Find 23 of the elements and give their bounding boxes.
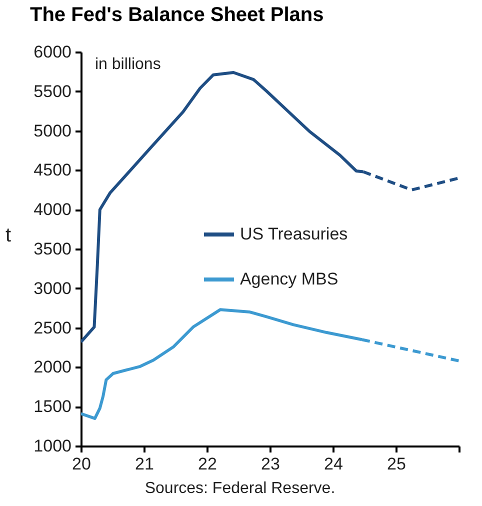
- y-tick-label: 2500: [34, 318, 72, 338]
- y-tick-label: 4000: [34, 200, 72, 220]
- y-axis-title: t: [6, 224, 12, 247]
- y-tick-label: 3500: [34, 240, 72, 258]
- chart-title: The Fed's Balance Sheet Plans: [30, 4, 324, 26]
- y-tick-label: 1500: [34, 397, 72, 416]
- y-tick-label: 2000: [34, 358, 72, 377]
- y-tick-label: 1000: [34, 436, 72, 456]
- y-tick-label: 3000: [34, 278, 72, 298]
- y-tick-label: 5500: [34, 82, 72, 101]
- x-tick-label: 21: [135, 454, 154, 474]
- source-note: Sources: Federal Reserve.: [144, 480, 336, 497]
- x-tick-label: 22: [198, 454, 217, 474]
- x-tick-label: 25: [387, 454, 406, 474]
- annotation: in billions: [95, 56, 161, 73]
- x-tick-label: 24: [324, 454, 343, 474]
- y-tick-label: 5000: [34, 121, 72, 140]
- x-tick-label: 20: [72, 454, 91, 474]
- y-tick-label: 6000: [34, 42, 72, 62]
- y-tick-label: 4500: [34, 160, 72, 180]
- legend-label: US Treasuries: [240, 224, 348, 244]
- legend-label: Agency MBS: [240, 269, 338, 288]
- x-tick-label: 23: [261, 454, 280, 474]
